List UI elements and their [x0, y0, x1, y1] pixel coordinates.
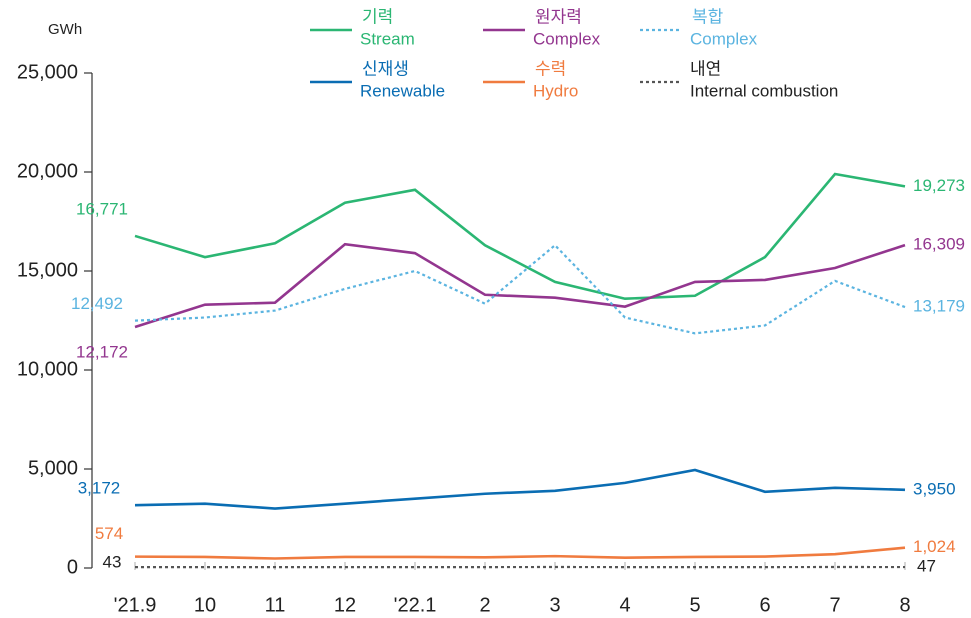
x-tick-label: 4 [619, 594, 630, 616]
data-label: 1,024 [913, 537, 956, 556]
legend-label: 원자력 [535, 7, 582, 26]
series-line [134, 546, 906, 560]
x-tick-label: 3 [549, 594, 560, 616]
legend-label-en: Complex [533, 29, 601, 48]
x-tick-label: 11 [265, 594, 286, 616]
data-label: 43 [103, 553, 122, 572]
data-label: 13,179 [913, 297, 965, 316]
y-tick-label: 10,000 [17, 358, 78, 380]
legend-label-en: Stream [360, 29, 415, 48]
x-tick-label: '21.9 [114, 594, 157, 616]
series-line [134, 243, 906, 335]
data-label: 12,492 [71, 294, 123, 313]
legend-label-en: Internal combustion [690, 81, 838, 100]
y-tick-label: 25,000 [17, 61, 78, 83]
data-label: 16,309 [913, 235, 965, 254]
y-tick-label: 5,000 [28, 457, 78, 479]
legend-label-en: Renewable [360, 81, 445, 100]
data-label: 19,273 [913, 176, 965, 195]
data-label: 47 [917, 557, 936, 576]
series-line [134, 172, 906, 301]
x-tick-label: 5 [689, 594, 700, 616]
legend-label-en: Hydro [533, 81, 578, 100]
legend-label: 복합 [692, 7, 724, 26]
x-tick-label: 10 [194, 594, 216, 616]
y-axis-unit: GWh [48, 21, 82, 38]
series-line [134, 242, 906, 329]
data-label: 3,172 [78, 479, 121, 498]
x-tick-label: 6 [759, 594, 770, 616]
legend-label: 기력 [362, 7, 393, 26]
data-label: 574 [95, 524, 123, 543]
x-tick-label: 2 [479, 594, 490, 616]
x-tick-label: 7 [829, 594, 840, 616]
x-tick-label: '22.1 [394, 594, 437, 616]
series-line [134, 468, 906, 510]
legend-label: 수력 [535, 59, 566, 78]
y-tick-label: 20,000 [17, 160, 78, 182]
x-tick-label: 12 [334, 594, 356, 616]
legend-label-en: Complex [690, 29, 758, 48]
data-label: 3,950 [913, 479, 956, 498]
data-label: 16,771 [76, 199, 128, 218]
data-label: 12,172 [76, 342, 128, 361]
legend-label: 내연 [690, 59, 721, 78]
x-tick-label: 8 [899, 594, 910, 616]
legend-label: 신재생 [362, 59, 409, 78]
y-tick-label: 0 [67, 556, 78, 578]
y-tick-label: 15,000 [17, 259, 78, 281]
